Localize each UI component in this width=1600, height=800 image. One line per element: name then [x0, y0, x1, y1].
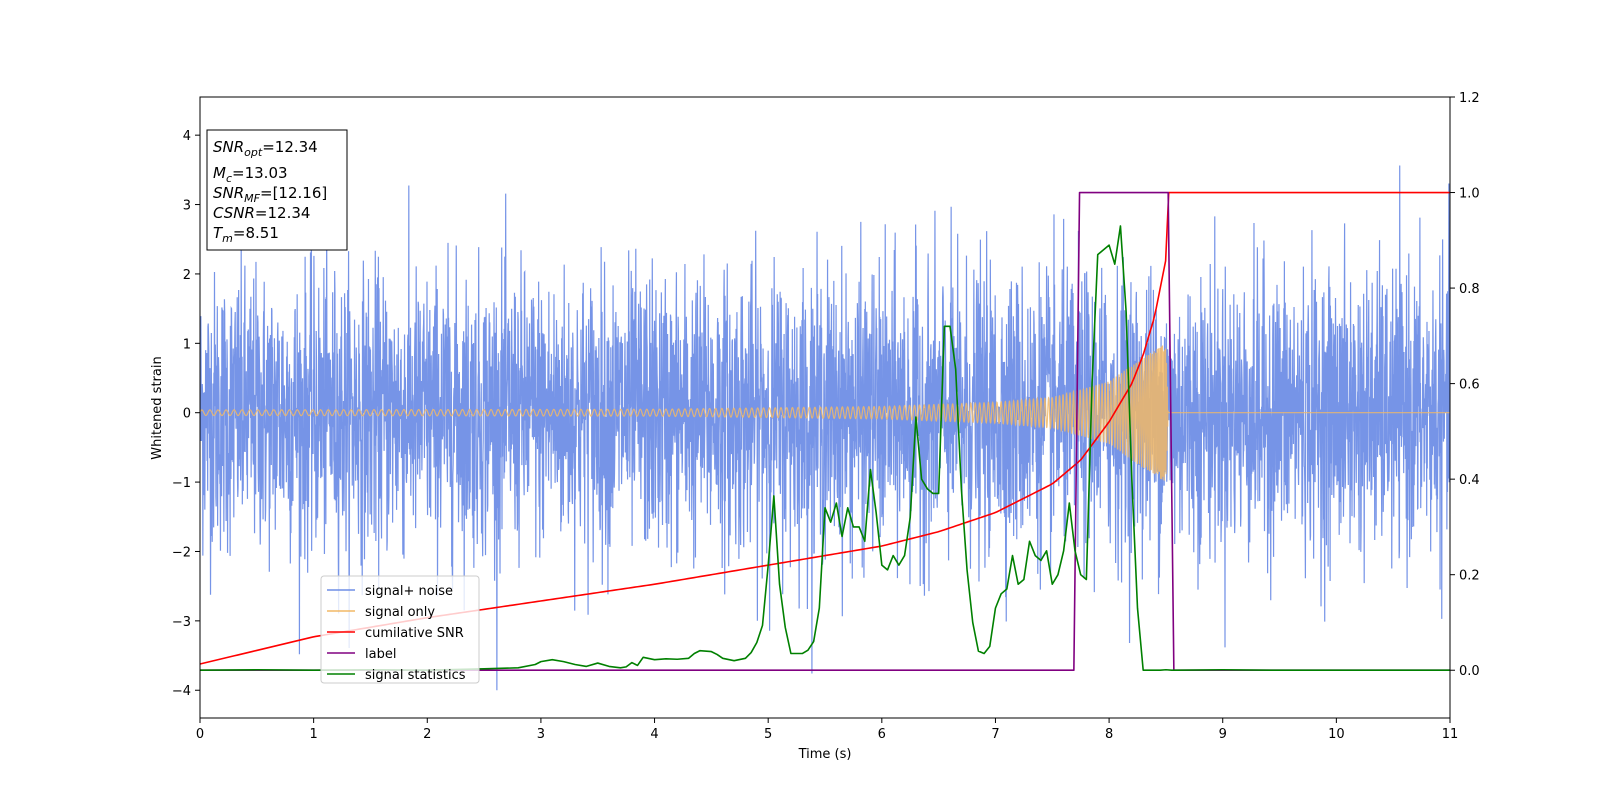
y-tick-label: −1 — [172, 476, 191, 491]
legend-label-label: label — [365, 647, 396, 662]
x-tick-label: 11 — [1442, 727, 1459, 742]
y2-tick-label: 1.2 — [1459, 91, 1480, 106]
stats-tm-base: T — [213, 224, 224, 242]
stats-snr-mf-base: SNR — [213, 184, 244, 202]
x-tick-label: 4 — [650, 727, 658, 742]
x-tick-label: 0 — [196, 727, 204, 742]
series-signal-statistics-line — [200, 225, 1450, 672]
y-tick-label: −3 — [172, 615, 191, 630]
stats-mc: Mc=13.03 — [213, 164, 288, 185]
stats-mc-base: M — [213, 164, 226, 182]
x-tick-label: 6 — [878, 727, 886, 742]
x-tick-label: 7 — [991, 727, 999, 742]
y2-axis-ticks: 0.0 0.2 0.4 0.6 0.8 1.0 1.2 — [1450, 91, 1480, 679]
x-tick-label: 8 — [1105, 727, 1113, 742]
stats-snr-opt-value: =12.34 — [262, 138, 318, 156]
stats-csnr-base: CSNR — [213, 204, 255, 222]
stats-csnr: CSNR=12.34 — [213, 204, 310, 222]
y-tick-label: 3 — [183, 199, 191, 214]
stats-tm-value: =8.51 — [233, 224, 279, 242]
legend-label-signal-noise: signal+ noise — [365, 584, 453, 599]
y2-tick-label: 0.6 — [1459, 378, 1480, 393]
x-tick-label: 10 — [1328, 727, 1345, 742]
legend-label-signal-only: signal only — [365, 605, 435, 620]
legend-frame — [320, 575, 480, 684]
y-tick-label: −4 — [172, 684, 191, 699]
legend-label-signal-statistics: signal statistics — [365, 668, 466, 683]
stats-snr-opt-base: SNR — [213, 138, 244, 156]
legend-label-cumulative-snr: cumilative SNR — [365, 626, 464, 641]
x-tick-label: 1 — [309, 727, 317, 742]
stats-snr-opt: SNRopt=12.34 — [213, 138, 318, 159]
stats-snr-mf-sub: MF — [244, 192, 260, 205]
x-tick-label: 2 — [423, 727, 431, 742]
x-tick-label: 9 — [1219, 727, 1227, 742]
stats-tm-sub: m — [222, 232, 233, 245]
series-signal-only-line — [200, 345, 1450, 481]
y-tick-label: −2 — [172, 545, 191, 560]
stats-box: SNRopt=12.34 Mc=13.03 SNRMF=[12.16] CSNR… — [206, 129, 348, 251]
x-axis-ticks: 0 1 2 3 4 5 6 7 8 9 10 11 — [196, 718, 1458, 742]
stats-snr-mf: SNRMF=[12.16] — [213, 184, 327, 205]
stats-mc-sub: c — [226, 172, 232, 185]
x-tick-label: 3 — [537, 727, 545, 742]
stats-tm: Tm=8.51 — [213, 224, 279, 245]
y-tick-label: 0 — [183, 407, 191, 422]
stats-mc-value: =13.03 — [232, 164, 288, 182]
y2-tick-label: 0.4 — [1459, 473, 1480, 488]
legend: signal+ noise signal only cumilative SNR… — [320, 575, 480, 684]
y-axis-label: Whitened strain — [150, 356, 165, 459]
stats-snr-opt-sub: opt — [244, 146, 263, 159]
y2-tick-label: 0.2 — [1459, 569, 1480, 584]
stats-snr-mf-value: =[12.16] — [260, 184, 327, 202]
y-axis-ticks: −4 −3 −2 −1 0 1 2 3 4 — [172, 129, 200, 699]
y2-tick-label: 1.0 — [1459, 187, 1480, 202]
x-tick-label: 5 — [764, 727, 772, 742]
stats-csnr-value: =12.34 — [255, 204, 311, 222]
y-tick-label: 4 — [183, 129, 191, 144]
plot-frame — [199, 96, 1451, 719]
y2-tick-label: 0.8 — [1459, 282, 1480, 297]
y2-tick-label: 0.0 — [1459, 664, 1480, 679]
x-axis-label: Time (s) — [798, 747, 852, 762]
stats-box-frame — [206, 129, 348, 251]
series-signal-noise-line — [200, 165, 1450, 691]
y-tick-label: 1 — [183, 337, 191, 352]
y-tick-label: 2 — [183, 268, 191, 283]
